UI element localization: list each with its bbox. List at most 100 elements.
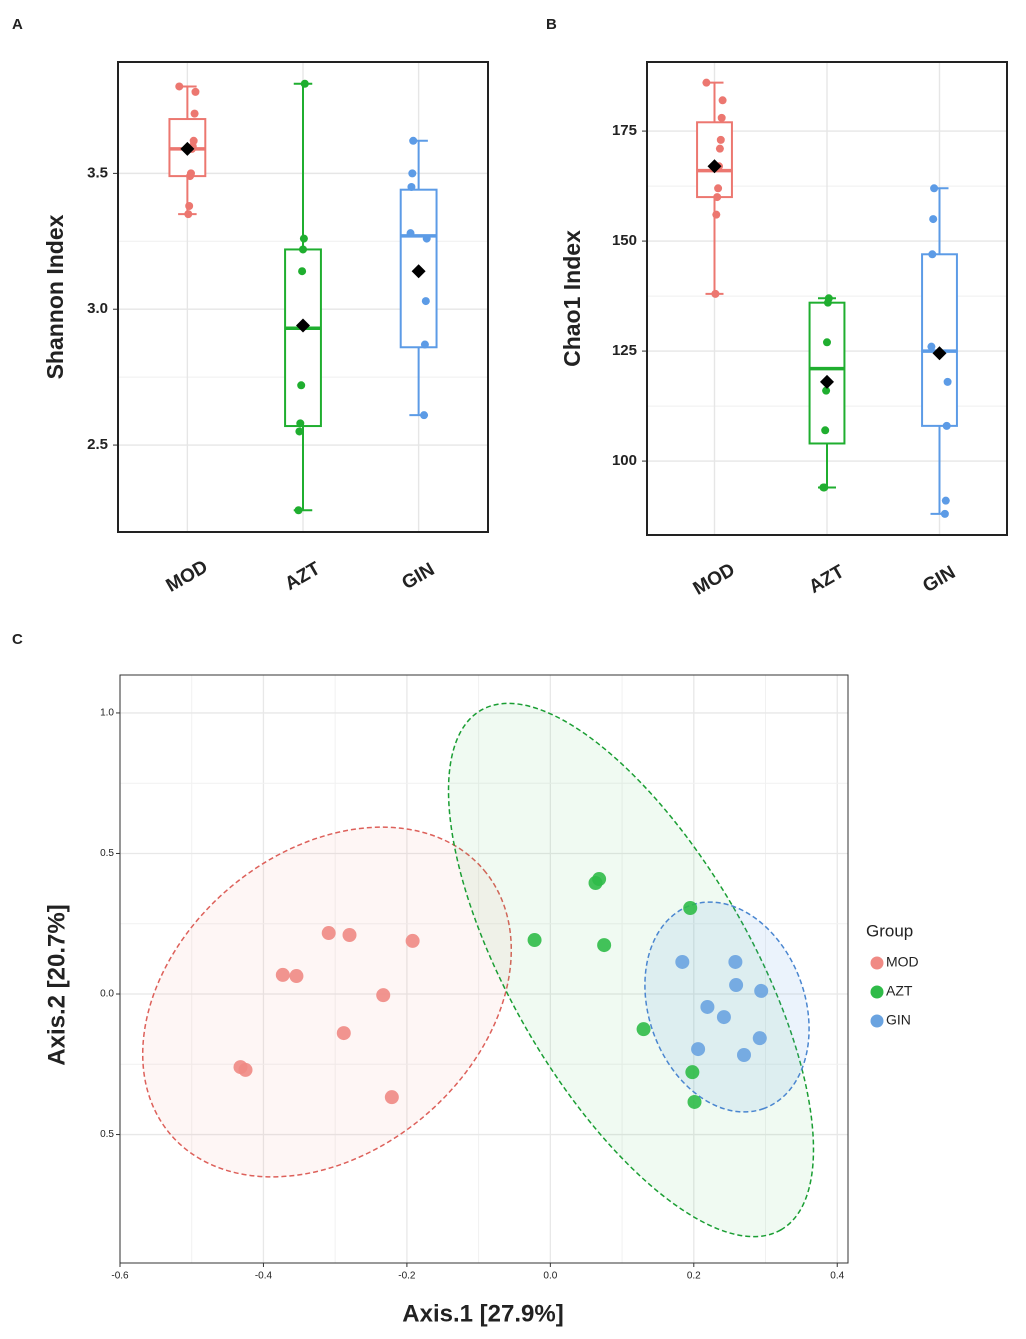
- y-tick-label: 100: [612, 452, 637, 469]
- box: [921, 253, 958, 427]
- point: [298, 267, 307, 276]
- ellipse: [447, 702, 815, 1238]
- legend-swatch: [870, 956, 884, 970]
- point: [406, 229, 415, 238]
- point: [191, 87, 200, 96]
- point: [718, 96, 727, 105]
- mean: [296, 318, 310, 333]
- point: [687, 1094, 702, 1109]
- legend-label: GIN: [886, 1012, 911, 1028]
- point: [295, 427, 304, 436]
- x-tick-label: 0.0: [543, 1271, 557, 1282]
- x-tick-label: GIN: [919, 562, 959, 597]
- point: [294, 506, 303, 515]
- point: [700, 999, 715, 1014]
- y-axis-label: Axis.2 [20.7%]: [43, 904, 70, 1065]
- point: [175, 82, 184, 91]
- panel-label: C: [12, 631, 23, 648]
- point: [712, 210, 721, 219]
- mean: [411, 264, 426, 279]
- point: [711, 289, 720, 298]
- point: [376, 988, 391, 1003]
- point: [636, 1022, 651, 1037]
- x-tick-label: AZT: [282, 558, 325, 595]
- y-tick-label: 0.5: [100, 848, 114, 859]
- point: [384, 1090, 399, 1105]
- point: [597, 938, 612, 953]
- mean: [932, 346, 947, 361]
- point: [715, 144, 724, 153]
- ellipses: [141, 702, 815, 1238]
- point: [941, 496, 950, 505]
- y-tick-label: 0.5: [100, 1129, 114, 1140]
- point: [185, 201, 194, 210]
- point: [408, 169, 417, 178]
- point: [186, 172, 195, 181]
- point: [821, 426, 830, 435]
- point: [728, 954, 743, 969]
- x-tick-label: GIN: [399, 559, 439, 594]
- plot-frame: [119, 674, 849, 1264]
- y-axis-label: Shannon Index: [42, 214, 68, 379]
- legend-label: AZT: [886, 983, 913, 999]
- y-tick-label: 3.0: [87, 300, 108, 317]
- point: [342, 927, 357, 942]
- point: [300, 79, 309, 88]
- y-axis-label: Chao1 Index: [559, 230, 585, 367]
- x-tick-label: AZT: [806, 561, 849, 598]
- point: [823, 298, 832, 307]
- point: [409, 136, 418, 145]
- point: [190, 109, 199, 118]
- point: [422, 234, 431, 243]
- point: [737, 1048, 751, 1063]
- x-axis-label: Axis.1 [27.9%]: [402, 1300, 563, 1327]
- y-tick-label: 1.0: [100, 708, 114, 719]
- point: [716, 135, 725, 144]
- y-tick-label: 3.5: [87, 164, 108, 181]
- point: [297, 381, 306, 390]
- point: [713, 193, 722, 202]
- point: [940, 509, 949, 518]
- plot-frame: [646, 61, 1008, 536]
- x-tick-label: MOD: [163, 556, 212, 596]
- plot-frame: [117, 61, 489, 533]
- ellipse: [141, 826, 513, 1178]
- point: [299, 245, 307, 254]
- point: [928, 250, 937, 259]
- x-tick-label: 0.2: [687, 1271, 701, 1282]
- point: [296, 419, 305, 428]
- point: [527, 933, 542, 948]
- point: [405, 933, 420, 948]
- point: [714, 184, 723, 193]
- point: [929, 215, 938, 224]
- point: [717, 113, 726, 122]
- point: [927, 342, 936, 351]
- point: [675, 954, 690, 969]
- point: [289, 969, 304, 984]
- point: [275, 967, 290, 982]
- y-tick-label: 175: [612, 122, 637, 139]
- point: [421, 297, 430, 306]
- y-tick-label: 150: [612, 232, 637, 249]
- y-tick-label: 125: [612, 342, 637, 359]
- box: [808, 301, 846, 445]
- point: [822, 386, 831, 395]
- point: [184, 210, 193, 219]
- point: [691, 1042, 706, 1057]
- point: [420, 340, 429, 349]
- point: [823, 338, 831, 347]
- point: [420, 411, 429, 420]
- point: [716, 1010, 731, 1025]
- point: [754, 983, 769, 998]
- mean: [820, 374, 834, 389]
- point: [685, 1065, 700, 1080]
- ellipse: [644, 901, 810, 1113]
- point: [407, 182, 416, 191]
- point: [702, 78, 711, 87]
- point: [683, 901, 698, 916]
- x-tick-label: -0.2: [398, 1271, 416, 1282]
- point: [943, 377, 952, 386]
- panel-label: B: [546, 16, 557, 33]
- point: [238, 1062, 253, 1077]
